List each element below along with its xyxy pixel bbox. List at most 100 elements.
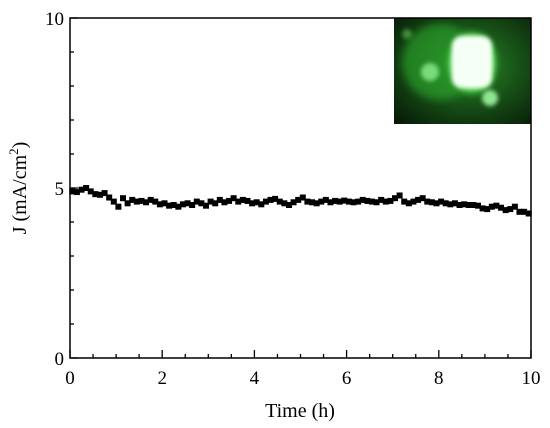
data-point bbox=[179, 201, 186, 208]
data-point bbox=[166, 202, 173, 209]
data-point bbox=[83, 185, 90, 191]
data-point bbox=[258, 201, 265, 208]
plot-frame bbox=[69, 17, 532, 359]
data-point bbox=[96, 191, 103, 198]
data-point bbox=[419, 195, 426, 202]
data-point bbox=[106, 194, 113, 201]
x-axis-label: Time (h) bbox=[265, 400, 335, 422]
data-point bbox=[175, 203, 182, 210]
data-point bbox=[226, 197, 233, 204]
data-point bbox=[212, 200, 219, 207]
data-point bbox=[87, 188, 94, 195]
data-point bbox=[143, 199, 150, 206]
data-point bbox=[479, 205, 486, 212]
data-point bbox=[507, 206, 514, 213]
data-point bbox=[401, 198, 408, 205]
data-point bbox=[313, 200, 320, 207]
data-point bbox=[438, 198, 445, 205]
data-point bbox=[405, 200, 412, 207]
data-point bbox=[276, 198, 283, 205]
y-axis-label-main: J (mA/cm bbox=[9, 154, 31, 234]
y-axis-label-end: ) bbox=[9, 142, 31, 149]
y-axis-label-sup: 2 bbox=[6, 148, 21, 155]
data-point bbox=[521, 208, 528, 215]
data-point bbox=[392, 195, 399, 202]
data-point bbox=[304, 198, 311, 205]
data-point bbox=[484, 206, 491, 213]
x-tick-label: 2 bbox=[157, 368, 167, 389]
data-point bbox=[332, 197, 339, 204]
data-point bbox=[235, 198, 242, 205]
data-point bbox=[133, 198, 140, 205]
data-point bbox=[184, 200, 191, 207]
data-point bbox=[207, 198, 214, 205]
inset-spot-top-left bbox=[402, 29, 412, 39]
data-point bbox=[253, 199, 260, 206]
data-point bbox=[156, 201, 163, 208]
data-point bbox=[290, 199, 297, 206]
y-tick-label: 5 bbox=[55, 179, 65, 200]
data-point bbox=[230, 195, 237, 202]
data-point bbox=[244, 197, 251, 204]
x-tick-labels: 0 2 4 6 8 10 bbox=[65, 368, 540, 389]
data-point bbox=[138, 197, 145, 204]
inset-bright-center bbox=[452, 36, 492, 88]
x-tick-label: 4 bbox=[250, 368, 260, 389]
data-point bbox=[92, 191, 99, 198]
data-point bbox=[202, 202, 209, 209]
data-point bbox=[415, 196, 422, 203]
y-tick-label: 10 bbox=[45, 9, 64, 30]
data-point bbox=[152, 198, 159, 205]
data-point bbox=[345, 198, 352, 205]
data-point bbox=[502, 207, 509, 214]
data-point bbox=[498, 204, 505, 211]
data-point bbox=[456, 202, 463, 208]
data-point bbox=[451, 200, 458, 207]
data-point bbox=[382, 198, 389, 205]
data-point bbox=[350, 199, 357, 206]
data-point bbox=[285, 202, 292, 208]
data-point bbox=[198, 200, 205, 207]
data-point bbox=[299, 194, 306, 201]
data-point bbox=[428, 199, 435, 206]
data-point bbox=[424, 198, 431, 205]
y-tick-labels: 0 5 10 bbox=[45, 9, 64, 370]
data-point bbox=[368, 198, 375, 205]
data-point bbox=[147, 196, 154, 203]
data-point bbox=[309, 199, 316, 206]
data-point bbox=[101, 190, 108, 197]
data-point bbox=[470, 202, 477, 208]
data-point bbox=[318, 198, 325, 205]
data-point bbox=[410, 198, 417, 205]
data-point bbox=[359, 196, 366, 203]
data-markers bbox=[69, 185, 532, 217]
inset-photo bbox=[394, 18, 531, 124]
data-point bbox=[73, 189, 80, 196]
data-point bbox=[295, 196, 302, 203]
data-point bbox=[262, 198, 269, 205]
data-point bbox=[387, 197, 394, 204]
inset-spot-bottom bbox=[482, 90, 498, 106]
data-point bbox=[461, 201, 468, 208]
data-point bbox=[373, 199, 380, 206]
data-point bbox=[69, 188, 76, 195]
x-tick-label: 10 bbox=[522, 368, 541, 389]
x-tick-label: 0 bbox=[65, 368, 75, 389]
data-point bbox=[355, 198, 362, 205]
data-point bbox=[115, 203, 122, 210]
data-point bbox=[129, 196, 136, 203]
data-point bbox=[447, 201, 454, 208]
data-point bbox=[239, 196, 246, 203]
data-point bbox=[488, 203, 495, 210]
data-point bbox=[221, 199, 228, 206]
data-point bbox=[396, 192, 403, 199]
data-point bbox=[364, 197, 371, 204]
y-tick-label: 0 bbox=[55, 349, 65, 370]
data-point bbox=[193, 198, 200, 205]
data-point bbox=[161, 200, 168, 207]
data-point bbox=[465, 202, 472, 208]
x-tick-label: 8 bbox=[434, 368, 444, 389]
y-axis-label: J (mA/cm2) bbox=[6, 142, 31, 235]
data-point bbox=[516, 208, 523, 215]
